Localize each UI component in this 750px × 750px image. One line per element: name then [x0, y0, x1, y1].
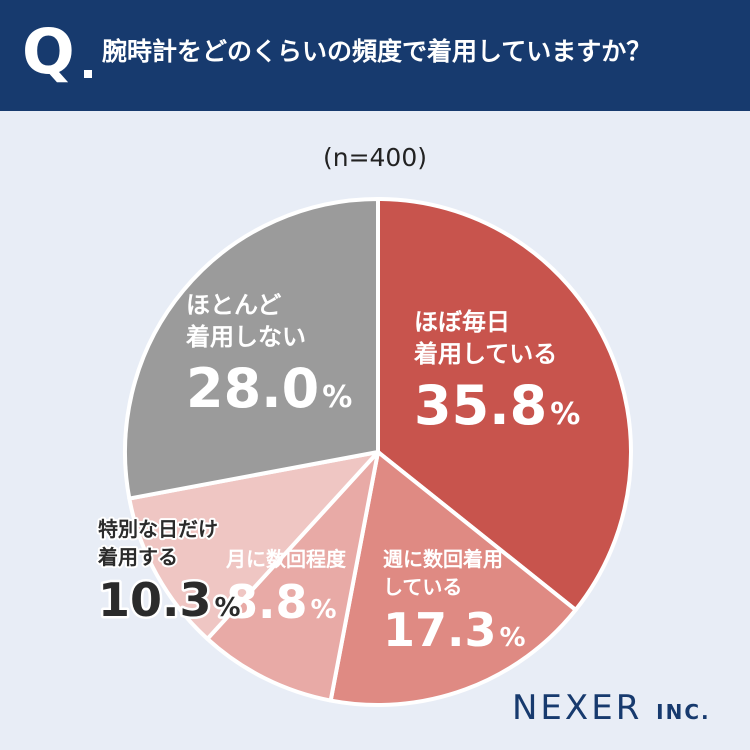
- slice-value-unit: %: [215, 593, 241, 623]
- slice-value-unit: %: [311, 595, 337, 625]
- slice-category-label: 週に数回着用: [383, 547, 503, 571]
- slice-value-unit: %: [322, 380, 352, 415]
- question-title: 腕時計をどのくらいの頻度で着用していますか？: [102, 37, 652, 66]
- brand-name: NEXER: [512, 688, 643, 728]
- slice-category-label: 着用している: [414, 340, 557, 368]
- slice-label-3: 月に数回程度 8.8%: [225, 547, 347, 629]
- slice-category-label: している: [383, 575, 462, 599]
- pie-slice-1: [376, 197, 633, 612]
- slice-value-number: 10.3: [98, 573, 212, 627]
- slice-value-number: 8.8: [226, 575, 308, 629]
- header-bar: Q 腕時計をどのくらいの頻度で着用していますか？: [0, 0, 750, 111]
- pie-slice-4: [127, 450, 380, 641]
- brand-suffix: INC.: [656, 700, 711, 724]
- slice-value-number: 17.3: [383, 603, 497, 657]
- slice-category-label: 着用しない: [186, 323, 306, 351]
- brand-logo: NEXER INC.: [512, 688, 711, 732]
- pie-slice-2: [328, 450, 578, 707]
- slice-category-label: 特別な日だけ: [98, 517, 218, 541]
- slice-value-label: 17.3%: [383, 603, 526, 657]
- slice-value-label: 10.3%: [98, 573, 241, 627]
- slice-category-label: ほとんど: [186, 291, 281, 319]
- question-mark-dot: [84, 70, 92, 78]
- slice-value-label: 8.8%: [226, 575, 337, 629]
- slice-category-label: 着用する: [97, 545, 178, 569]
- slice-value-number: 35.8: [414, 374, 547, 437]
- sample-size-label: (n=400): [322, 143, 428, 172]
- slice-value-unit: %: [550, 397, 580, 432]
- question-mark-q: Q: [22, 15, 75, 88]
- slice-value-label: 28.0%: [186, 357, 352, 420]
- slice-value-unit: %: [500, 623, 526, 653]
- slice-category-label: ほぼ毎日: [414, 308, 510, 336]
- slice-category-label: 月に数回程度: [225, 547, 347, 571]
- pie-slice-5: [123, 197, 380, 501]
- slice-value-number: 28.0: [186, 357, 319, 420]
- slice-value-label: 35.8%: [414, 374, 580, 437]
- pie-slice-3: [205, 450, 380, 703]
